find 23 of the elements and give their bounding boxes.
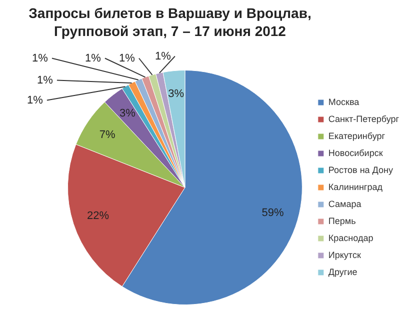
legend-label: Ростов на Дону: [328, 164, 394, 175]
legend-label: Екатеринбург: [328, 130, 386, 141]
legend-label: Другие: [328, 266, 358, 277]
legend-label: Пермь: [328, 216, 356, 226]
chart-title: Запросы билетов в Варшаву и Вроцлав, Групповой этап, 7 – 17 июня 2012: [28, 4, 312, 40]
data-label: 59%: [262, 207, 284, 220]
legend-label: Санкт-Петербург: [328, 114, 400, 124]
data-label: 3%: [168, 88, 184, 100]
data-label: 1%: [119, 52, 136, 64]
legend-label: Калининград: [328, 182, 384, 192]
data-label: 3%: [120, 107, 136, 120]
data-label: 1%: [37, 74, 54, 86]
legend-label: Краснодар: [328, 232, 374, 243]
data-label: 1%: [155, 50, 172, 62]
legend-label: Новосибирск: [328, 148, 383, 158]
legend-label: Москва: [328, 96, 360, 107]
legend-label: Иркутск: [328, 250, 361, 260]
data-label: 1%: [85, 52, 102, 64]
data-label: 22%: [86, 210, 110, 222]
data-label: 1%: [32, 52, 48, 64]
data-label: 7%: [99, 128, 116, 141]
legend-label: Самара: [328, 198, 362, 209]
data-label: 1%: [27, 94, 44, 106]
